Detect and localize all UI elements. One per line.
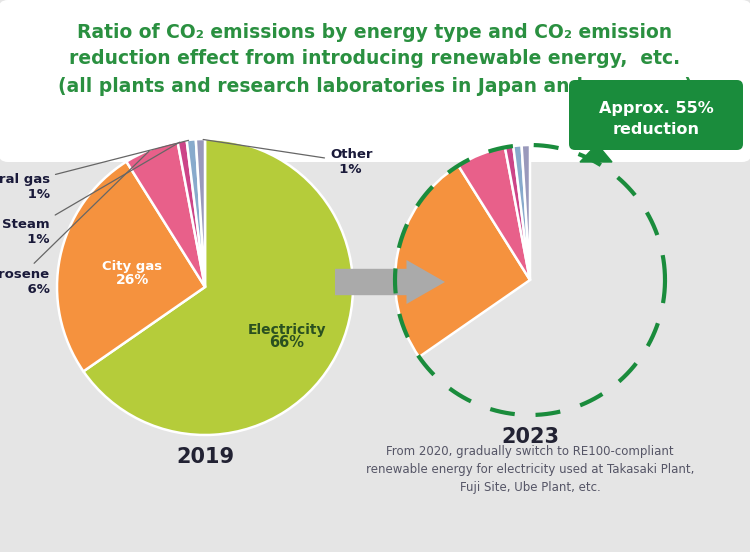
Wedge shape xyxy=(458,147,530,280)
Polygon shape xyxy=(335,260,445,304)
Text: From 2020, gradually switch to RE100-compliant: From 2020, gradually switch to RE100-com… xyxy=(386,445,674,459)
Text: Ratio of CO₂ emissions by energy type and CO₂ emission: Ratio of CO₂ emissions by energy type an… xyxy=(77,23,673,41)
Text: 26%: 26% xyxy=(116,273,149,287)
Wedge shape xyxy=(57,162,205,371)
Text: reduction: reduction xyxy=(613,123,700,137)
Wedge shape xyxy=(395,166,530,357)
Text: Fuji Site, Ube Plant, etc.: Fuji Site, Ube Plant, etc. xyxy=(460,481,600,495)
Text: Other
  1%: Other 1% xyxy=(203,140,373,176)
Text: Electricity: Electricity xyxy=(248,323,326,337)
Text: Approx. 55%: Approx. 55% xyxy=(598,102,713,116)
Text: renewable energy for electricity used at Takasaki Plant,: renewable energy for electricity used at… xyxy=(366,464,694,476)
Wedge shape xyxy=(83,139,353,435)
Text: Kerosene
    6%: Kerosene 6% xyxy=(0,151,149,296)
Wedge shape xyxy=(513,145,530,280)
Wedge shape xyxy=(196,139,205,287)
Wedge shape xyxy=(187,139,205,287)
Text: 2023: 2023 xyxy=(501,427,559,447)
Text: 2019: 2019 xyxy=(176,447,234,467)
FancyBboxPatch shape xyxy=(569,80,743,150)
Wedge shape xyxy=(521,145,530,280)
FancyBboxPatch shape xyxy=(0,0,750,162)
Text: Steam
  1%: Steam 1% xyxy=(2,142,180,246)
Text: Natural gas
      1%: Natural gas 1% xyxy=(0,140,188,201)
Wedge shape xyxy=(178,140,205,287)
Wedge shape xyxy=(505,146,530,280)
Text: reduction effect from introducing renewable energy,  etc.: reduction effect from introducing renewa… xyxy=(70,50,680,68)
Text: City gas: City gas xyxy=(103,259,163,273)
Polygon shape xyxy=(580,144,612,162)
Text: (all plants and research laboratories in Japan and overseas): (all plants and research laboratories in… xyxy=(58,77,692,95)
Text: 66%: 66% xyxy=(269,335,304,350)
Wedge shape xyxy=(127,141,205,287)
